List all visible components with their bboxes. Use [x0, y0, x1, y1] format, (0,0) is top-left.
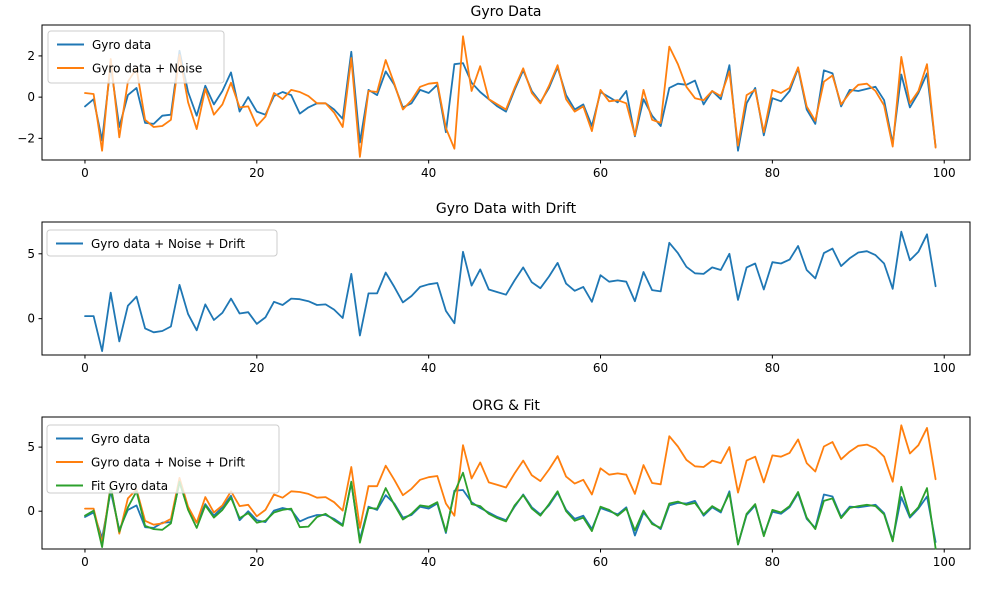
x-tick-label: 0	[81, 166, 89, 180]
y-tick-label: 2	[27, 49, 35, 63]
gyro-data-plot: 0 20 40 60 80 100 −2 0 2 Gyro data Gyro data + Noi…	[17, 24, 971, 180]
x-tick-label: 100	[933, 166, 956, 180]
series-line-gyro_noise_drift	[84, 424, 937, 545]
legend: Gyro data Gyro data + Noise	[47, 30, 225, 84]
legend-label: Gyro data + Noise + Drift	[91, 237, 245, 251]
x-tick-label: 20	[249, 166, 264, 180]
x-tick-label: 60	[593, 555, 608, 569]
x-tick-label: 0	[81, 361, 89, 375]
legend-box	[47, 30, 225, 84]
series-line-gyro_noise_drift	[84, 230, 937, 353]
x-tick-label: 60	[593, 166, 608, 180]
legend-label: Gyro data + Noise + Drift	[91, 456, 245, 470]
y-tick-label: −2	[17, 131, 35, 145]
y-tick-label: 0	[27, 504, 35, 518]
x-tick-label: 100	[933, 555, 956, 569]
legend-label: Gyro data	[91, 432, 150, 446]
x-tick-label: 80	[765, 361, 780, 375]
legend-label: Gyro data	[92, 38, 151, 52]
legend-label: Gyro data + Noise	[92, 62, 202, 76]
series-line-gyro_noise	[84, 35, 937, 158]
x-tick-label: 100	[933, 361, 956, 375]
series-line-fit_gyro	[84, 471, 937, 550]
x-tick-label: 40	[421, 555, 436, 569]
y-tick-label: 5	[27, 247, 35, 261]
legend-box	[46, 424, 280, 494]
y-tick-label: 0	[27, 312, 35, 326]
y-tick-label: 0	[27, 90, 35, 104]
x-tick-label: 40	[421, 361, 436, 375]
gyro-drift-plot: 0 20 40 60 80 100 0 5 Gyro data + Noise + Drift	[27, 221, 971, 375]
legend: Gyro data + Noise + Drift	[46, 229, 278, 257]
x-tick-label: 20	[249, 361, 264, 375]
x-tick-label: 0	[81, 555, 89, 569]
x-tick-label: 80	[765, 555, 780, 569]
x-tick-label: 80	[765, 166, 780, 180]
y-tick-label: 5	[27, 440, 35, 454]
x-tick-label: 20	[249, 555, 264, 569]
legend-label: Fit Gyro data	[91, 479, 168, 493]
x-tick-label: 40	[421, 166, 436, 180]
legend: Gyro data Gyro data + Noise + Drift Fit Gy…	[46, 424, 280, 494]
x-tick-label: 60	[593, 361, 608, 375]
org-fit-plot: 0 20 40 60 80 100 0 5 Gyro data Gyro data + Noise…	[27, 416, 971, 569]
legend-box	[46, 229, 278, 257]
